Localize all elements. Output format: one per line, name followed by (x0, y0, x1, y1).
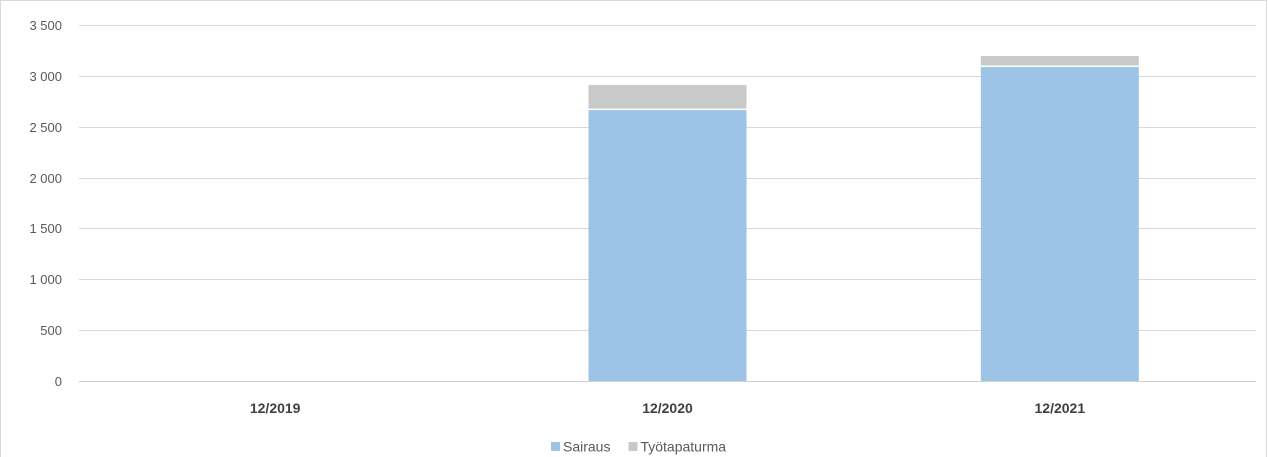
x-tick-label: 12/2020 (642, 400, 693, 416)
y-tick-label: 3 500 (29, 18, 62, 33)
y-axis: 0 500 1 000 1 500 2 000 2 500 3 000 3 500 (29, 18, 62, 389)
y-tick-label: 1 000 (29, 272, 62, 287)
x-tick-label: 12/2019 (250, 400, 301, 416)
bar-ty-tapaturma-1 (588, 85, 747, 110)
y-tick-label: 2 500 (29, 120, 62, 135)
legend-swatch (551, 442, 560, 451)
bars (588, 56, 1139, 382)
legend-label: Työtapaturma (640, 439, 726, 455)
legend-label: Sairaus (563, 439, 610, 455)
bar-sairaus-1 (588, 109, 747, 382)
bar-sairaus-2 (980, 66, 1139, 382)
legend-swatch (628, 442, 638, 451)
x-tick-label: 12/2021 (1035, 400, 1086, 416)
y-tick-label: 2 000 (29, 171, 62, 186)
x-axis: 12/2019 12/2020 12/2021 (250, 400, 1085, 416)
bar-ty-tapaturma-2 (980, 56, 1139, 67)
y-tick-label: 1 500 (29, 221, 62, 236)
y-tick-label: 0 (55, 374, 62, 389)
legend: Sairaus Työtapaturma (551, 439, 726, 455)
y-tick-label: 3 000 (29, 69, 62, 84)
y-tick-label: 500 (40, 323, 62, 338)
